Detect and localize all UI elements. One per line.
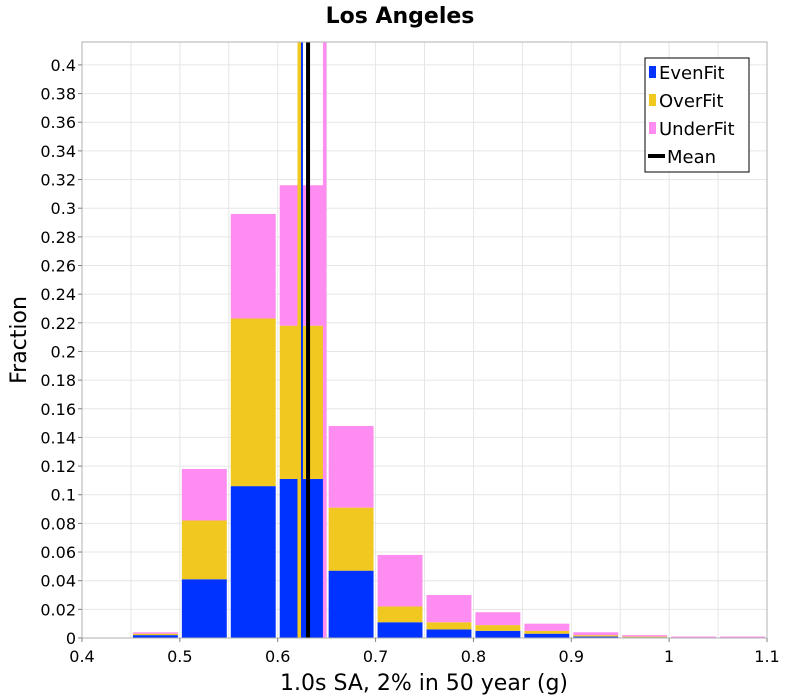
- x-tick-label: 0.6: [265, 647, 290, 666]
- legend-label-evenfit: EvenFit: [659, 63, 725, 84]
- y-tick-label: 0.38: [40, 85, 76, 104]
- bar-overfit: [426, 622, 472, 630]
- bar-overfit: [181, 520, 227, 580]
- bar-overfit: [328, 507, 374, 571]
- bar-underfit: [230, 213, 276, 319]
- plot-frame: [81, 41, 768, 639]
- y-tick-label: 0.3: [51, 199, 76, 218]
- bar-evenfit: [230, 486, 276, 638]
- y-tick-label: 0.34: [40, 142, 76, 161]
- mean-lines: [297, 42, 327, 638]
- bar-underfit: [132, 632, 178, 634]
- legend-swatch-underfit: [649, 122, 656, 134]
- legend-label-overfit: OverFit: [659, 91, 723, 112]
- legend-box: [644, 57, 750, 173]
- bar-evenfit: [573, 636, 619, 638]
- y-tick-label: 0.18: [40, 371, 76, 390]
- bar-underfit: [328, 425, 374, 508]
- grid: [82, 42, 767, 638]
- bar-overfit: [524, 630, 570, 634]
- bar-overfit: [622, 636, 668, 638]
- bar-underfit: [377, 554, 423, 607]
- bar-overfit: [573, 635, 619, 637]
- bar-underfit: [426, 595, 472, 623]
- bar-evenfit: [524, 633, 570, 638]
- bar-overfit: [132, 633, 178, 636]
- y-tick-label: 0.14: [40, 428, 76, 447]
- y-tick-label: 0.22: [40, 314, 76, 333]
- bar-underfit: [573, 632, 619, 636]
- bar-evenfit: [181, 579, 227, 638]
- bar-underfit: [720, 636, 765, 638]
- bar-evenfit: [132, 635, 178, 638]
- legend-swatch-overfit: [649, 94, 656, 106]
- x-tick-label: 0.9: [559, 647, 584, 666]
- y-tick-label: 0.36: [40, 113, 76, 132]
- y-tick-label: 0.32: [40, 171, 76, 190]
- bar-overfit: [230, 318, 276, 487]
- y-tick-label: 0.26: [40, 257, 76, 276]
- x-tick-label: 0.8: [461, 647, 486, 666]
- bar-evenfit: [328, 570, 374, 638]
- bar-underfit: [622, 635, 668, 637]
- legend-label-mean: Mean: [667, 147, 716, 168]
- bar-underfit: [475, 612, 521, 626]
- y-tick-label: 0.4: [51, 56, 76, 75]
- y-tick-label: 0.1: [51, 486, 76, 505]
- bar-overfit: [377, 606, 423, 623]
- legend-label-underfit: UnderFit: [659, 119, 735, 140]
- y-tick-label: 0.12: [40, 457, 76, 476]
- legend-swatch-evenfit: [649, 66, 656, 78]
- x-axis-ticks: 0.4 0.5 0.6 0.7 0.8 0.9 1 1.1: [69, 638, 780, 666]
- x-tick-label: 0.5: [167, 647, 192, 666]
- legend: EvenFit OverFit UnderFit Mean: [644, 57, 750, 173]
- bar-evenfit: [426, 629, 472, 638]
- y-tick-label: 0.2: [51, 342, 76, 361]
- y-tick-label: 0.06: [40, 543, 76, 562]
- y-axis-label: Fraction: [7, 296, 32, 384]
- y-axis-ticks: 0 0.02 0.04 0.06 0.08 0.1 0.12 0.14 0.16 0.18 0.2 0…: [40, 56, 82, 648]
- y-tick-label: 0: [66, 629, 76, 648]
- bar-underfit: [671, 636, 717, 638]
- bar-underfit: [181, 468, 227, 521]
- y-tick-label: 0.28: [40, 228, 76, 247]
- bar-underfit: [524, 623, 570, 631]
- x-axis-label: 1.0s SA, 2% in 50 year (g): [280, 671, 568, 696]
- y-tick-label: 0.04: [40, 572, 76, 591]
- x-tick-label: 1.1: [754, 647, 779, 666]
- bar-overfit: [475, 625, 521, 631]
- x-tick-label: 1: [664, 647, 674, 666]
- y-tick-label: 0.24: [40, 285, 76, 304]
- y-tick-label: 0.16: [40, 400, 76, 419]
- bar-evenfit: [377, 622, 423, 638]
- y-tick-label: 0.02: [40, 600, 76, 619]
- y-tick-label: 0.08: [40, 514, 76, 533]
- x-tick-label: 0.4: [69, 647, 94, 666]
- x-tick-label: 0.7: [363, 647, 388, 666]
- chart-title: Los Angeles: [326, 4, 475, 29]
- bar-evenfit: [475, 630, 521, 638]
